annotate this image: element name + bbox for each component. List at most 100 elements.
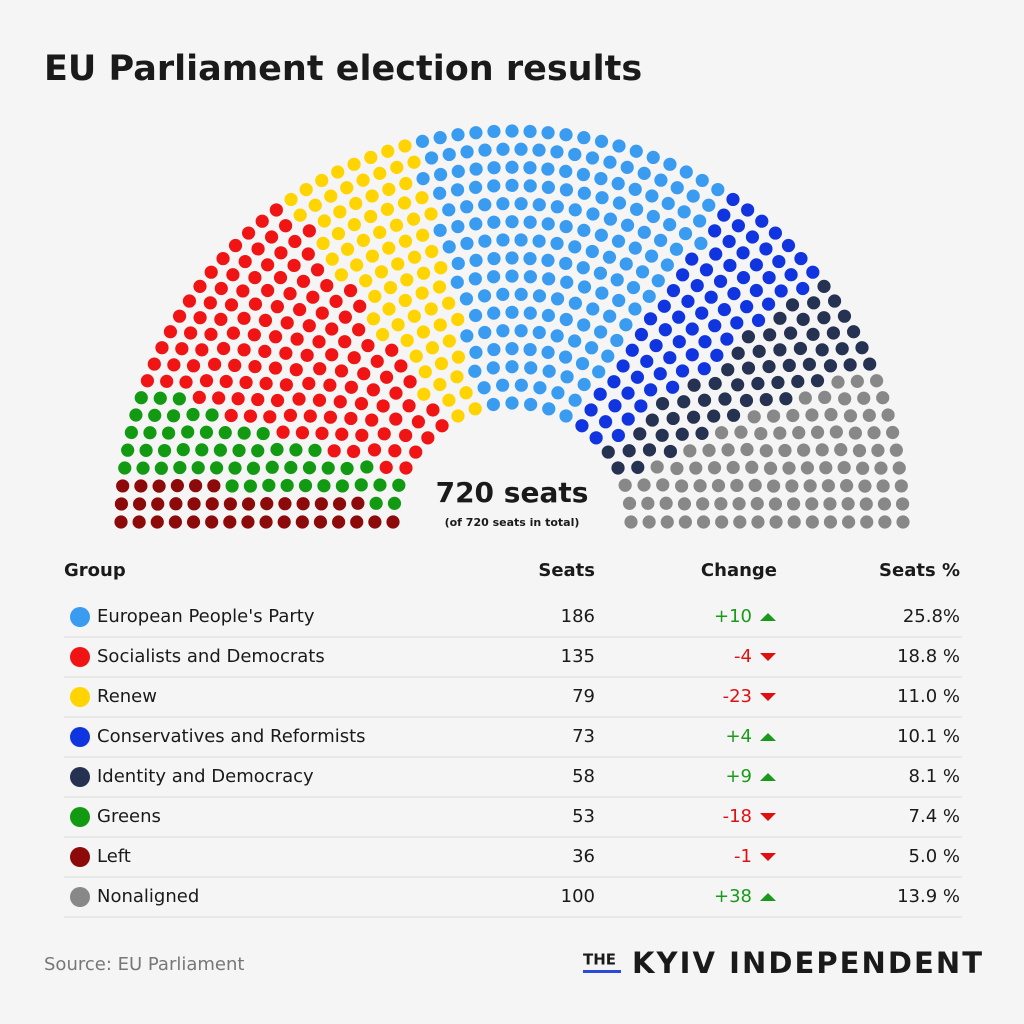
- seat: [478, 143, 492, 157]
- seat: [711, 182, 725, 197]
- seat: [659, 496, 673, 510]
- seat: [542, 364, 556, 378]
- seat: [624, 515, 638, 529]
- seat: [524, 397, 538, 412]
- seat: [819, 461, 833, 475]
- seat: [207, 479, 221, 493]
- seat: [514, 287, 528, 301]
- column-header: Change: [701, 560, 777, 581]
- seat: [595, 191, 609, 205]
- seat: [166, 409, 181, 423]
- seat: [316, 236, 330, 250]
- seat: [344, 411, 358, 426]
- seat: [611, 234, 626, 248]
- seat: [826, 326, 840, 340]
- seat: [730, 478, 744, 493]
- seat: [603, 155, 617, 169]
- seat: [238, 254, 252, 269]
- seat: [385, 343, 399, 357]
- seat: [599, 415, 613, 429]
- seat: [869, 374, 884, 388]
- seat: [798, 391, 812, 405]
- seat: [877, 497, 892, 511]
- seat: [827, 294, 842, 308]
- seat: [805, 408, 819, 422]
- seat: [759, 444, 773, 458]
- seat: [658, 323, 672, 337]
- seat: [740, 442, 754, 457]
- seat: [356, 233, 370, 247]
- seat: [394, 359, 408, 373]
- seat: [251, 392, 265, 407]
- seat: [637, 225, 651, 239]
- seat: [487, 270, 501, 284]
- change-arrow: [760, 693, 776, 701]
- seat: [603, 212, 618, 226]
- seat: [672, 310, 686, 324]
- seat: [858, 479, 872, 493]
- logo-prefix: THE: [583, 951, 616, 969]
- seat: [784, 268, 798, 282]
- seat: [842, 515, 856, 529]
- seat: [236, 284, 250, 298]
- seat: [718, 392, 732, 406]
- seat: [720, 332, 734, 346]
- seat: [157, 443, 172, 458]
- seat: [170, 479, 184, 493]
- seat: [726, 460, 740, 475]
- share: 10.1 %: [897, 726, 960, 747]
- seat: [625, 343, 639, 357]
- seat: [759, 242, 773, 256]
- seat: [365, 189, 379, 203]
- seat: [841, 497, 855, 511]
- seat: [248, 271, 262, 285]
- seat: [469, 253, 483, 267]
- seat: [434, 356, 449, 371]
- seat: [749, 283, 763, 298]
- seat: [651, 274, 665, 288]
- seat: [661, 196, 675, 211]
- seat: [637, 166, 651, 180]
- seat: [505, 396, 519, 410]
- seat: [791, 374, 805, 389]
- seat: [642, 443, 657, 457]
- seat: [246, 461, 261, 475]
- seat: [675, 364, 690, 378]
- seat: [258, 313, 273, 328]
- seat: [163, 325, 178, 339]
- seat: [874, 461, 888, 475]
- seat: [469, 345, 483, 359]
- seat: [205, 408, 219, 422]
- seat: [782, 461, 796, 475]
- seat: [243, 479, 257, 493]
- seat: [774, 284, 788, 298]
- seat: [460, 236, 474, 251]
- seat: [382, 302, 396, 316]
- seat: [505, 342, 519, 356]
- seat: [292, 392, 306, 406]
- seat: [803, 479, 817, 493]
- seat: [747, 410, 761, 424]
- seat: [226, 268, 240, 282]
- seat: [496, 233, 510, 247]
- seat: [241, 497, 256, 511]
- seat: [354, 397, 369, 411]
- seat: [192, 390, 206, 405]
- seat: [256, 426, 270, 441]
- seat: [645, 413, 659, 427]
- seat: [592, 365, 606, 379]
- seat: [773, 311, 787, 325]
- share: 8.1 %: [909, 766, 960, 787]
- seat: [308, 198, 322, 212]
- seat: [216, 251, 230, 266]
- seat: [284, 192, 298, 207]
- seat: [248, 297, 263, 311]
- seat: [184, 326, 198, 340]
- seat: [741, 203, 755, 217]
- seat: [594, 325, 608, 339]
- seat: [523, 124, 537, 139]
- seat: [140, 374, 155, 388]
- seat: [593, 266, 608, 280]
- seat: [626, 280, 641, 295]
- seat: [612, 293, 626, 308]
